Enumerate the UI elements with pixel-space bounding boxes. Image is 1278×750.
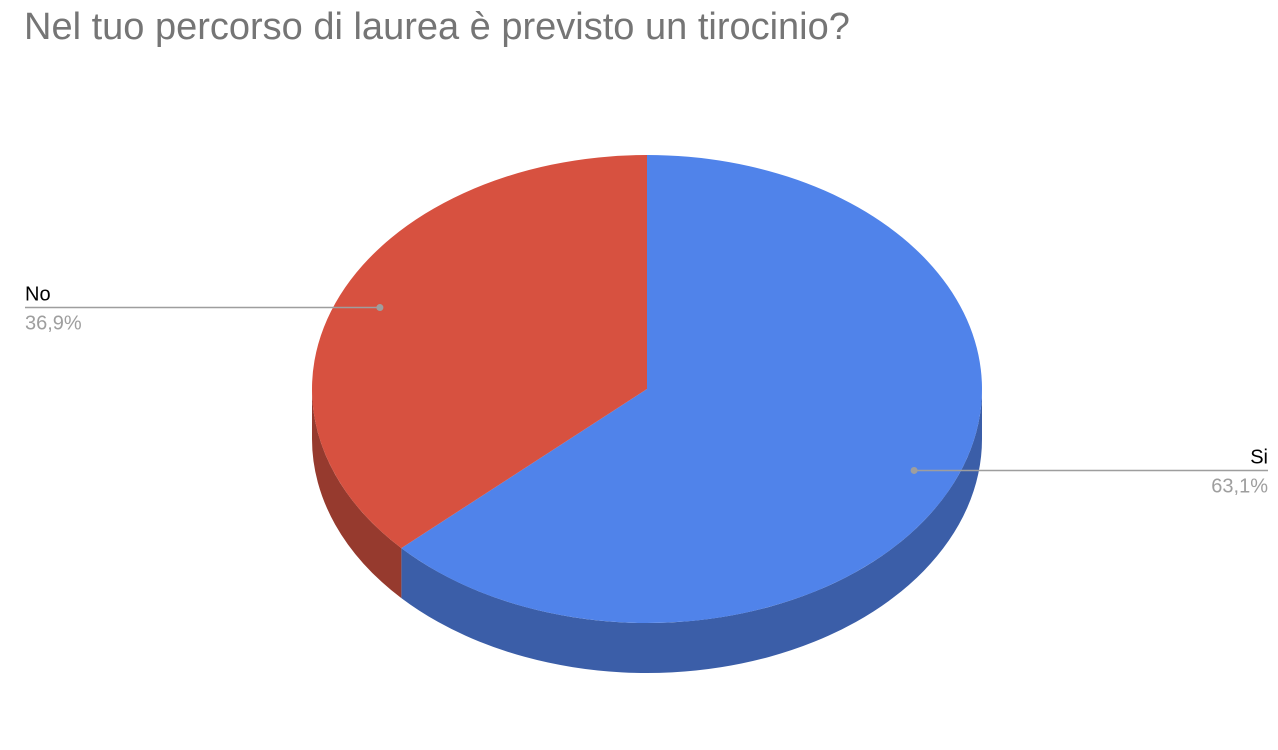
slice-value-si: 63,1%	[1211, 475, 1268, 497]
chart-title: Nel tuo percorso di laurea è previsto un…	[24, 6, 850, 48]
slice-label-si: Si	[1250, 446, 1268, 468]
leader-dot-no	[376, 304, 384, 312]
pie-side-si	[401, 389, 982, 674]
pie-slice-no	[311, 155, 647, 549]
leader-dot-si	[910, 466, 918, 474]
pie-side-no	[312, 389, 402, 599]
pie-labels: Si 63,1% No 36,9%	[25, 284, 1268, 497]
slice-label-no: No	[25, 284, 51, 306]
pie-slice-si	[401, 155, 982, 623]
slice-value-no: 36,9%	[25, 313, 82, 335]
pie-tops	[311, 155, 982, 623]
pie-sides	[312, 389, 982, 674]
